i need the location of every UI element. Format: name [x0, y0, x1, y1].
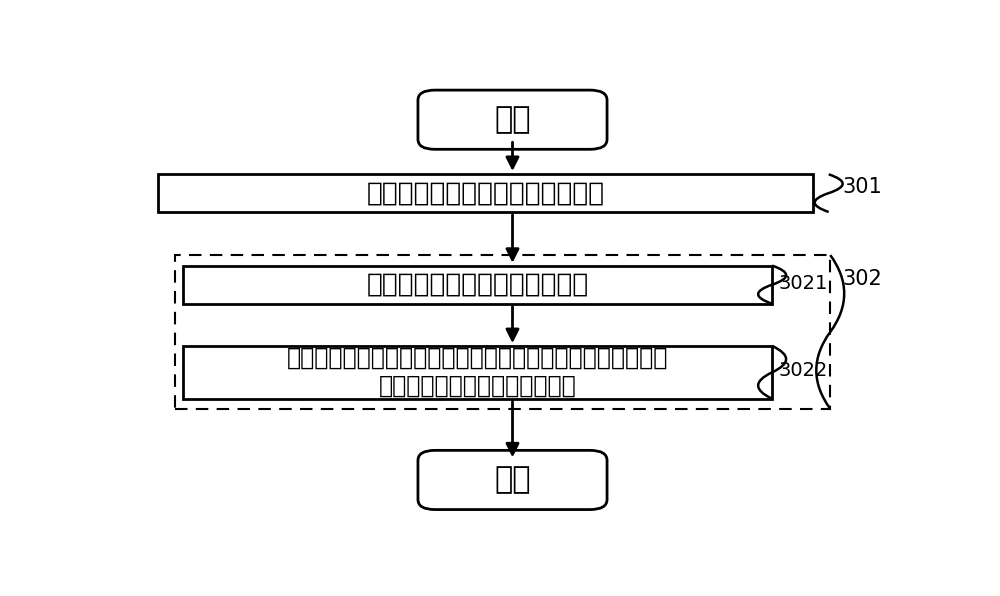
FancyBboxPatch shape — [418, 90, 607, 150]
Text: 识别角度值所属的预设角度范围: 识别角度值所属的预设角度范围 — [366, 272, 589, 298]
Text: 开始: 开始 — [494, 105, 531, 134]
Text: 结束: 结束 — [494, 465, 531, 495]
Bar — [183, 346, 772, 399]
Text: 根据预设角度范围和各扬声器的角度与音效关系，获取各扬声
器在预设角度范围下对应的音效: 根据预设角度范围和各扬声器的角度与音效关系，获取各扬声 器在预设角度范围下对应的… — [287, 346, 668, 398]
Text: 实时获取终端的屏幕朝向的角度值: 实时获取终端的屏幕朝向的角度值 — [366, 180, 604, 206]
Text: 3021: 3021 — [778, 274, 828, 293]
Text: 3022: 3022 — [778, 361, 828, 380]
Bar — [158, 174, 813, 212]
Text: 302: 302 — [843, 269, 882, 289]
Bar — [175, 255, 830, 409]
Bar — [183, 266, 772, 304]
Text: 301: 301 — [843, 177, 882, 197]
FancyBboxPatch shape — [418, 451, 607, 510]
